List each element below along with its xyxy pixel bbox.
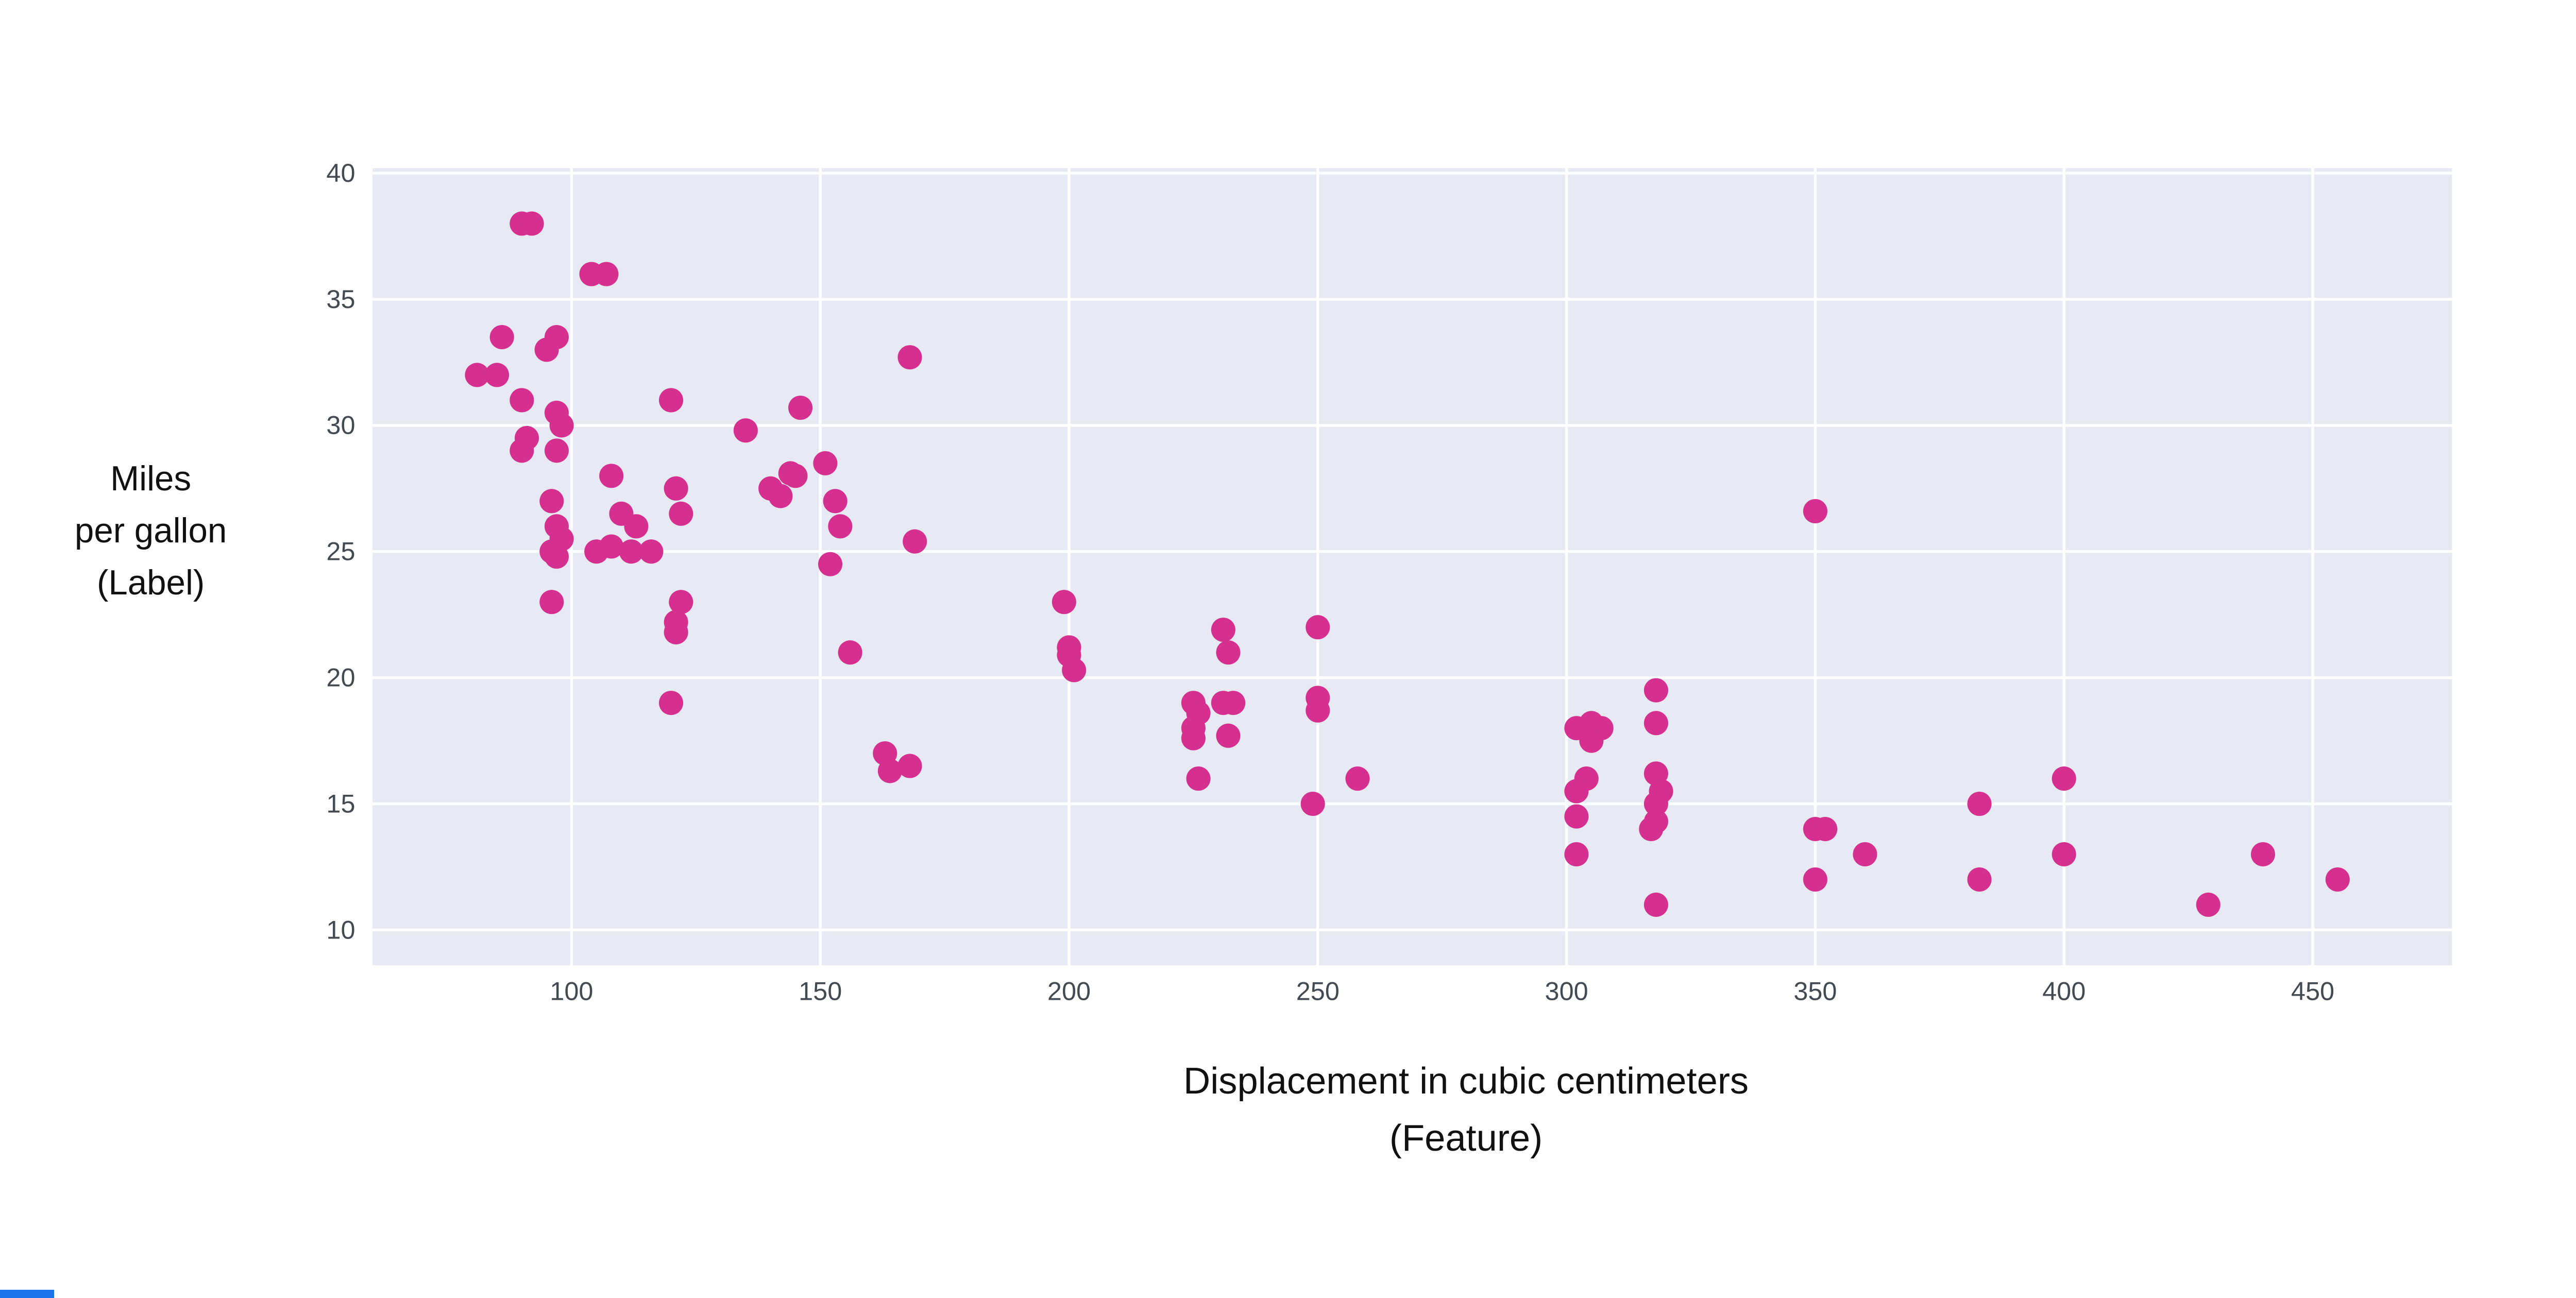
- scatter-points: [465, 211, 2350, 917]
- scatter-point: [2052, 766, 2076, 791]
- scatter-point: [897, 754, 922, 778]
- scatter-point: [1643, 711, 1668, 736]
- scatter-point: [1564, 804, 1589, 829]
- y-tick-label: 35: [326, 284, 355, 314]
- y-axis-label-line-2: per gallon: [75, 511, 227, 550]
- tick-labels: 100 150 200 250 300 350 400 450 10 15 20 25 30 35 40: [326, 158, 2334, 1005]
- scatter-point: [639, 539, 664, 564]
- x-tick-label: 100: [550, 976, 593, 1005]
- scatter-point: [619, 539, 643, 564]
- scatter-point: [594, 262, 619, 286]
- gridlines: [372, 168, 2452, 966]
- scatter-point: [1813, 816, 1838, 842]
- scatter-point: [1062, 658, 1087, 682]
- scatter-point: [664, 620, 688, 645]
- scatter-point: [1803, 499, 1827, 523]
- scatter-point: [669, 590, 693, 614]
- scatter-point: [2250, 842, 2275, 867]
- bottom-blue-indicator: [0, 1290, 54, 1298]
- scatter-point: [1345, 766, 1370, 791]
- x-axis-label-line-2: (Feature): [1389, 1118, 1543, 1159]
- scatter-point: [2325, 867, 2350, 892]
- scatter-point: [514, 425, 539, 450]
- scatter-point: [485, 363, 510, 387]
- scatter-point: [1221, 691, 1246, 715]
- scatter-point: [823, 489, 848, 514]
- y-tick-label: 15: [326, 789, 355, 818]
- scatter-point: [813, 451, 838, 475]
- scatter-point: [1639, 816, 1664, 842]
- x-axis-label: Displacement in cubic centimeters (Featu…: [1183, 1061, 1749, 1159]
- scatter-point: [658, 388, 684, 413]
- y-axis-label-line-3: (Label): [97, 563, 205, 602]
- scatter-point: [1564, 779, 1589, 804]
- x-tick-label: 400: [2042, 976, 2086, 1005]
- scatter-point: [599, 464, 624, 488]
- scatter-point: [1967, 792, 1992, 816]
- scatter-point: [510, 388, 534, 413]
- scatter-point: [1300, 792, 1325, 816]
- scatter-point: [544, 544, 569, 569]
- scatter-point: [788, 396, 813, 420]
- scatter-point: [1216, 723, 1241, 748]
- y-tick-label: 20: [326, 663, 355, 692]
- scatter-point: [669, 501, 693, 526]
- scatter-point: [539, 489, 564, 514]
- scatter-point: [897, 345, 922, 370]
- scatter-point: [838, 640, 862, 665]
- scatter-point: [2052, 842, 2076, 867]
- y-tick-label: 10: [326, 915, 355, 944]
- y-tick-label: 25: [326, 537, 355, 566]
- x-tick-label: 300: [1545, 976, 1588, 1005]
- scatter-point: [549, 413, 574, 438]
- scatter-point: [624, 514, 649, 539]
- scatter-point: [599, 534, 624, 559]
- scatter-point: [1181, 726, 1206, 750]
- scatter-point: [1186, 766, 1211, 791]
- scatter-point: [768, 484, 793, 508]
- scatter-point: [1643, 678, 1668, 703]
- scatter-point: [733, 418, 758, 443]
- x-tick-label: 150: [799, 976, 842, 1005]
- scatter-point: [544, 438, 569, 463]
- x-tick-label: 250: [1296, 976, 1340, 1005]
- scatter-point: [465, 363, 489, 387]
- scatter-point: [818, 552, 843, 576]
- scatter-point: [1853, 842, 1877, 867]
- y-axis-label: Miles per gallon (Label): [75, 459, 227, 602]
- scatter-point: [1579, 728, 1604, 753]
- plot-background: [372, 168, 2452, 966]
- y-axis-label-line-1: Miles: [110, 459, 191, 498]
- x-tick-label: 200: [1047, 976, 1091, 1005]
- scatter-point: [1211, 618, 1235, 642]
- scatter-point: [539, 590, 564, 614]
- scatter-point: [1306, 615, 1330, 640]
- scatter-point: [489, 324, 514, 350]
- scatter-point: [1643, 892, 1668, 917]
- y-tick-label: 30: [326, 411, 355, 440]
- scatter-point: [903, 529, 927, 554]
- scatter-point: [1967, 867, 1992, 892]
- scatter-point: [877, 759, 902, 783]
- x-tick-label: 450: [2291, 976, 2334, 1005]
- scatter-point: [1052, 590, 1076, 614]
- x-tick-label: 350: [1793, 976, 1837, 1005]
- scatter-point: [1216, 640, 1241, 665]
- scatter-point: [544, 324, 569, 350]
- scatter-point: [1643, 792, 1668, 816]
- scatter-point: [1306, 698, 1330, 723]
- scatter-point: [658, 691, 684, 715]
- scatter-point: [783, 464, 808, 488]
- x-axis-label-line-1: Displacement in cubic centimeters: [1183, 1061, 1749, 1102]
- scatter-point: [519, 211, 544, 236]
- scatter-point: [2196, 892, 2221, 917]
- y-tick-label: 40: [326, 158, 355, 187]
- scatter-point: [1803, 867, 1827, 892]
- scatter-point: [1564, 842, 1589, 867]
- scatter-point: [664, 476, 688, 501]
- scatter-point: [828, 514, 853, 539]
